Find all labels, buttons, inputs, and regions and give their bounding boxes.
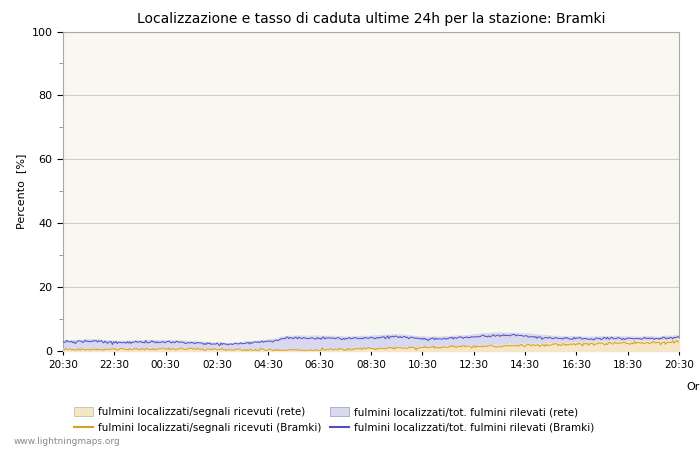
Title: Localizzazione e tasso di caduta ultime 24h per la stazione: Bramki: Localizzazione e tasso di caduta ultime … bbox=[136, 12, 606, 26]
Text: www.lightningmaps.org: www.lightningmaps.org bbox=[14, 436, 120, 446]
Legend: fulmini localizzati/segnali ricevuti (rete), fulmini localizzati/segnali ricevut: fulmini localizzati/segnali ricevuti (re… bbox=[74, 407, 594, 432]
Text: Orario: Orario bbox=[686, 382, 700, 392]
Y-axis label: Percento  [%]: Percento [%] bbox=[16, 153, 26, 229]
